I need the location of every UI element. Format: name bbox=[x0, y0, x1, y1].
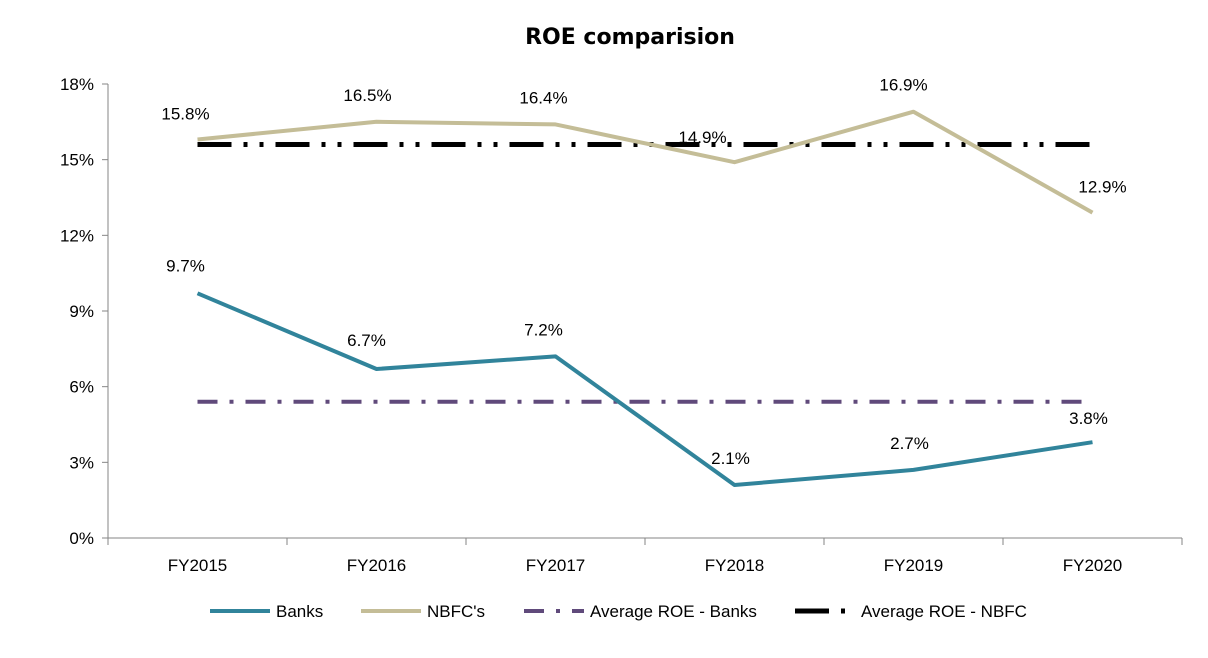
data-label: 16.5% bbox=[343, 86, 391, 105]
chart-title: ROE comparision bbox=[525, 25, 735, 50]
series-line-0 bbox=[196, 291, 1093, 487]
y-tick-label: 9% bbox=[69, 302, 94, 321]
data-label: 15.8% bbox=[161, 104, 209, 123]
series-line-1 bbox=[197, 109, 1094, 215]
y-tick-label: 6% bbox=[69, 378, 94, 397]
legend-label: NBFC's bbox=[427, 602, 485, 621]
y-tick-label: 18% bbox=[60, 75, 94, 94]
data-label: 3.8% bbox=[1069, 409, 1108, 428]
y-tick-label: 15% bbox=[60, 151, 94, 170]
x-tick-label: FY2018 bbox=[705, 556, 765, 575]
y-tick-label: 12% bbox=[60, 226, 94, 245]
x-tick-label: FY2019 bbox=[884, 556, 944, 575]
legend-label: Average ROE - NBFC bbox=[861, 602, 1027, 621]
data-label: 7.2% bbox=[524, 320, 563, 339]
legend-label: Average ROE - Banks bbox=[590, 602, 757, 621]
data-label: 9.7% bbox=[166, 256, 205, 275]
legend: Banks NBFC's Average ROE - Banks Average RO… bbox=[210, 602, 1027, 621]
data-labels: 9.7% 6.7% 7.2% 2.1% 2.7% 3.8% 15.8% 16.5% 16.4% 1… bbox=[161, 76, 1126, 468]
x-tick-label: FY2016 bbox=[347, 556, 407, 575]
x-tick-label: FY2020 bbox=[1063, 556, 1123, 575]
data-label: 2.1% bbox=[711, 449, 750, 468]
y-tick-label: 3% bbox=[69, 453, 94, 472]
y-tick-label: 0% bbox=[69, 529, 94, 548]
data-label: 2.7% bbox=[890, 434, 929, 453]
x-tick-label: FY2015 bbox=[168, 556, 228, 575]
axes: 0% 3% 6% 9% 12% 15% 18% FY2015 FY2016 FY2017 FY201… bbox=[60, 75, 1183, 575]
data-label: 6.7% bbox=[347, 331, 386, 350]
data-label: 14.9% bbox=[678, 128, 726, 147]
series-layer bbox=[196, 109, 1094, 487]
x-tick-label: FY2017 bbox=[526, 556, 586, 575]
data-label: 12.9% bbox=[1078, 178, 1126, 197]
data-label: 16.4% bbox=[519, 88, 567, 107]
legend-label: Banks bbox=[276, 602, 323, 621]
data-label: 16.9% bbox=[879, 76, 927, 95]
